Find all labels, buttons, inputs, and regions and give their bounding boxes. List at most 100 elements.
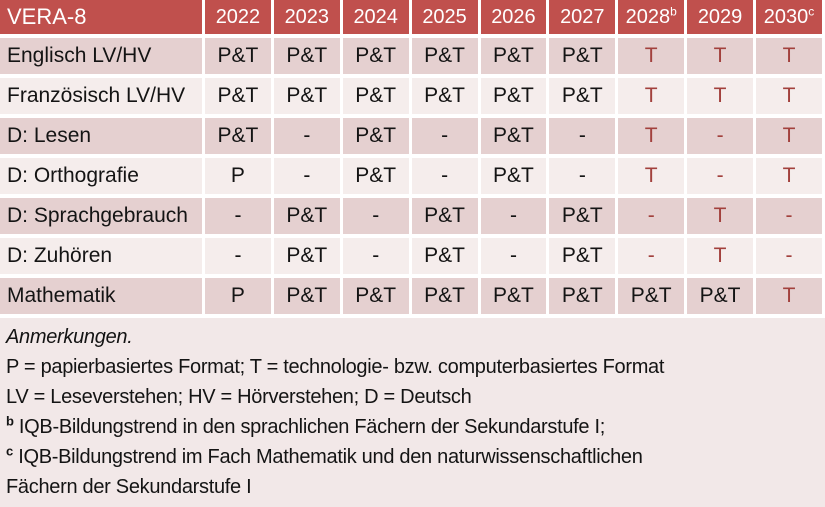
value-cell: T [618, 118, 688, 158]
value-cell: - [273, 158, 343, 198]
value-cell: P&T [480, 278, 550, 318]
value-cell: P&T [205, 118, 274, 158]
value-cell: - [549, 158, 619, 198]
row-label: Französisch LV/HV [0, 78, 205, 118]
value-cell: P&T [342, 78, 412, 118]
value-cell: - [618, 238, 688, 278]
value-cell: P [205, 278, 274, 318]
value-cell: P&T [480, 78, 550, 118]
value-cell: T [756, 118, 825, 158]
value-cell: P&T [273, 278, 343, 318]
value-cell: P&T [411, 278, 481, 318]
value-cell: - [342, 238, 412, 278]
value-cell: P&T [687, 278, 756, 318]
value-cell: P&T [411, 198, 481, 238]
year-header-2025: 2025 [411, 0, 481, 38]
value-cell: P&T [205, 78, 274, 118]
value-cell: - [618, 198, 688, 238]
value-cell: - [480, 198, 550, 238]
header-row: VERA-8 2022 2023 2024 2025 2026 2027 2028b 2029… [0, 0, 825, 38]
row-label: D: Lesen [0, 118, 205, 158]
row-label: Mathematik [0, 278, 205, 318]
value-cell: P&T [342, 118, 412, 158]
value-cell: P&T [273, 78, 343, 118]
value-cell: P&T [549, 198, 619, 238]
value-cell: T [756, 38, 825, 78]
year-superscript: c [808, 3, 815, 18]
value-cell: T [618, 38, 688, 78]
table-body: Englisch LV/HV P&T P&T P&T P&T P&T P&T T T T Franz… [0, 38, 825, 318]
value-cell: - [342, 198, 412, 238]
value-cell: P&T [273, 238, 343, 278]
row-label: Englisch LV/HV [0, 38, 205, 78]
value-cell: T [687, 38, 756, 78]
value-cell: P&T [205, 38, 274, 78]
table-row: Französisch LV/HV P&T P&T P&T P&T P&T P&T T T T [0, 78, 825, 118]
year-header-2029: 2029 [687, 0, 756, 38]
year-header-2027: 2027 [549, 0, 619, 38]
year-header-2023: 2023 [273, 0, 343, 38]
value-cell: P&T [618, 278, 688, 318]
note-format-legend: P = papierbasiertes Format; T = technolo… [6, 356, 665, 378]
row-label: D: Sprachgebrauch [0, 198, 205, 238]
year-header-2028: 2028b [618, 0, 688, 38]
value-cell: T [687, 198, 756, 238]
footnote-c-text-line1: IQB-Bildungstrend im Fach Mathematik und… [18, 446, 643, 468]
value-cell: P&T [549, 238, 619, 278]
table-row: D: Lesen P&T - P&T - P&T - T - T [0, 118, 825, 158]
footnote-c-text-line2: Fächern der Sekundarstufe I [6, 476, 252, 498]
value-cell: P&T [480, 158, 550, 198]
table-row: D: Sprachgebrauch - P&T - P&T - P&T - T - [0, 198, 825, 238]
footnote-b-text: IQB-Bildungstrend in den sprachlichen Fä… [18, 416, 606, 438]
value-cell: P&T [549, 278, 619, 318]
value-cell: P&T [411, 78, 481, 118]
year-header-2030: 2030c [756, 0, 825, 38]
value-cell: P&T [342, 278, 412, 318]
value-cell: P&T [411, 38, 481, 78]
table-row: Mathematik P P&T P&T P&T P&T P&T P&T P&T T [0, 278, 825, 318]
row-label: D: Orthografie [0, 158, 205, 198]
notes-section: Anmerkungen. P = papierbasiertes Format;… [0, 318, 825, 507]
value-cell: T [756, 78, 825, 118]
year-header-2026: 2026 [480, 0, 550, 38]
value-cell: P&T [480, 38, 550, 78]
footnote-c-marker: c [6, 443, 13, 459]
value-cell: - [687, 158, 756, 198]
value-cell: P [205, 158, 274, 198]
value-cell: T [687, 78, 756, 118]
year-header-2024: 2024 [342, 0, 412, 38]
value-cell: - [687, 118, 756, 158]
value-cell: T [756, 278, 825, 318]
value-cell: P&T [549, 78, 619, 118]
table-row: D: Orthografie P - P&T - P&T - T - T [0, 158, 825, 198]
value-cell: T [756, 158, 825, 198]
row-label: D: Zuhören [0, 238, 205, 278]
value-cell: T [618, 158, 688, 198]
table-row: D: Zuhören - P&T - P&T - P&T - T - [0, 238, 825, 278]
year-superscript: b [670, 3, 677, 18]
footnote-c: c IQB-Bildungstrend im Fach Mathematik u… [6, 442, 817, 502]
value-cell: - [205, 238, 274, 278]
value-cell: - [273, 118, 343, 158]
table-title-cell: VERA-8 [0, 0, 205, 38]
value-cell: P&T [342, 158, 412, 198]
notes-title: Anmerkungen. [6, 326, 133, 348]
value-cell: T [687, 238, 756, 278]
table-head: VERA-8 2022 2023 2024 2025 2026 2027 2028b 2029… [0, 0, 825, 38]
value-cell: - [549, 118, 619, 158]
value-cell: P&T [273, 38, 343, 78]
footnote-b-marker: b [6, 413, 14, 429]
value-cell: P&T [411, 238, 481, 278]
note-abbreviation-legend: LV = Leseverstehen; HV = Hörverstehen; D… [6, 386, 472, 408]
value-cell: - [411, 118, 481, 158]
value-cell: - [411, 158, 481, 198]
value-cell: - [480, 238, 550, 278]
value-cell: P&T [480, 118, 550, 158]
value-cell: T [618, 78, 688, 118]
value-cell: P&T [342, 38, 412, 78]
vera8-schedule-table: VERA-8 2022 2023 2024 2025 2026 2027 2028b 2029… [0, 0, 825, 318]
year-header-2022: 2022 [205, 0, 274, 38]
value-cell: P&T [549, 38, 619, 78]
value-cell: - [205, 198, 274, 238]
